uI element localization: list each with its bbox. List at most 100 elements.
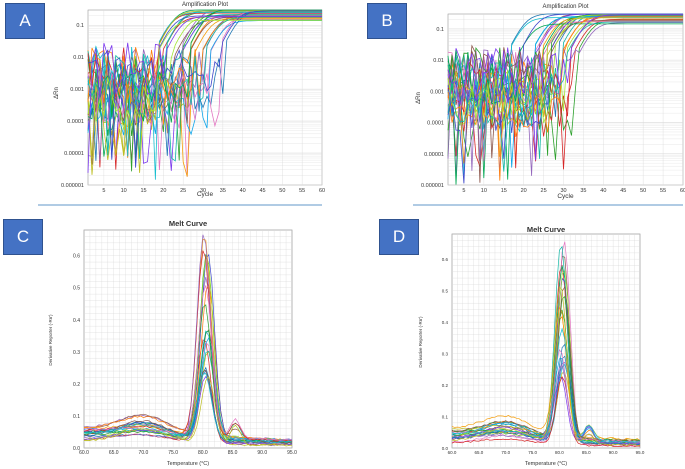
x-tick-label: 10 — [121, 188, 127, 194]
amplification-curve — [87, 19, 322, 130]
melt-curve — [83, 234, 292, 445]
x-tick-label: 20 — [160, 188, 166, 194]
amplification-curve — [447, 14, 683, 161]
y-tick-label: 0.4 — [442, 320, 449, 325]
amplification-curve — [447, 20, 683, 159]
x-tick-label: 95.0 — [636, 450, 645, 455]
amplification-curve — [87, 16, 322, 162]
x-tick-label: 60.0 — [79, 450, 89, 456]
x-tick-label: 85.0 — [582, 450, 591, 455]
y-axis-label: ΔRn — [54, 87, 60, 99]
x-tick-label: 60.0 — [448, 450, 457, 455]
x-tick-label: 30 — [560, 188, 566, 194]
x-axis-label: Temperature (°C) — [525, 461, 567, 467]
x-tick-label: 70.0 — [139, 450, 149, 456]
y-tick-label: 0.2 — [73, 382, 80, 388]
y-axis-label: Derivative Reporter (-Rn') — [418, 316, 423, 368]
x-tick-label: 15 — [140, 188, 146, 194]
y-tick-label: 0.1 — [442, 415, 449, 420]
amplification-curve — [87, 11, 322, 180]
x-tick-label: 70.0 — [501, 450, 510, 455]
x-tick-label: 10 — [481, 188, 487, 194]
y-tick-label: 0.5 — [442, 289, 449, 294]
x-tick-label: 40 — [600, 188, 606, 194]
y-tick-label: 0.0001 — [67, 119, 84, 125]
panel-label-c: C — [3, 219, 43, 255]
amplification-curve — [87, 12, 322, 98]
y-tick-label: 0.2 — [442, 383, 449, 388]
amplification-curve — [87, 9, 322, 159]
amplification-curve — [87, 17, 322, 177]
y-tick-label: 0.00001 — [424, 152, 444, 158]
y-tick-label: 0.3 — [73, 350, 80, 356]
x-tick-label: 85.0 — [228, 450, 238, 456]
chart-title: Amplification Plot — [542, 4, 588, 10]
melt-curve — [83, 304, 293, 444]
amplification-curve — [447, 18, 683, 170]
x-axis-label: Cycle — [557, 193, 574, 200]
amplification-plot-a: Amplification Plot 0.1 0.01 0.001 0.0001 0.00… — [54, 2, 325, 198]
x-tick-label: 55 — [660, 188, 666, 194]
x-axis-label: Temperature (°C) — [167, 461, 209, 467]
melt-curve — [451, 364, 641, 445]
amplification-curve — [447, 13, 683, 184]
amplification-curve — [447, 22, 683, 176]
x-tick-label: 80.0 — [555, 450, 564, 455]
melt-curve — [451, 327, 641, 443]
x-tick-label: 25 — [180, 188, 186, 194]
x-tick-label: 65.0 — [109, 450, 119, 456]
melt-curve — [451, 286, 641, 447]
x-tick-label: 5 — [102, 188, 105, 194]
y-tick-label: 0.5 — [73, 286, 80, 292]
y-tick-label: 0.6 — [442, 257, 449, 262]
y-tick-label: 0.1 — [73, 414, 80, 420]
x-tick-label: 20 — [521, 188, 527, 194]
amplification-curve — [87, 17, 322, 103]
y-tick-label: 0.0 — [442, 446, 449, 451]
x-tick-label: 5 — [462, 188, 465, 194]
plot-area — [87, 9, 323, 186]
x-tick-label: 35 — [580, 188, 586, 194]
melt-curve-plot-d: Melt Curve 0.0 0.1 0.2 0.3 0.4 0.5 0.6 60.0 65.0 7… — [418, 225, 645, 467]
y-tick-label: 0.3 — [442, 352, 449, 357]
x-tick-label: 25 — [541, 188, 547, 194]
x-tick-label: 55 — [299, 188, 305, 194]
x-tick-label: 75.0 — [528, 450, 537, 455]
y-tick-label: 0.0 — [73, 446, 80, 452]
x-tick-label: 45 — [259, 188, 265, 194]
amplification-curve — [447, 23, 683, 105]
x-tick-label: 45 — [620, 188, 626, 194]
y-tick-label: 0.4 — [73, 318, 80, 324]
x-tick-label: 60 — [680, 188, 685, 194]
amplification-curve — [447, 21, 683, 172]
chart-title: Melt Curve — [527, 225, 565, 234]
x-tick-label: 90.0 — [609, 450, 618, 455]
melt-curve — [451, 343, 641, 446]
x-tick-label: 60 — [319, 188, 325, 194]
x-tick-label: 90.0 — [257, 450, 267, 456]
x-tick-label: 50 — [279, 188, 285, 194]
x-axis-label: Cycle — [197, 191, 214, 198]
melt-curve — [83, 373, 293, 444]
y-tick-label: 0.01 — [433, 58, 444, 64]
melt-curve — [451, 306, 641, 441]
y-tick-label: 0.001 — [70, 87, 84, 93]
panel-label-a: A — [5, 3, 45, 39]
amplification-curve — [447, 17, 683, 126]
y-tick-label: 0.00001 — [64, 151, 84, 157]
x-tick-label: 30 — [200, 188, 206, 194]
y-tick-label: 0.1 — [436, 27, 444, 33]
y-tick-label: 0.01 — [73, 55, 84, 61]
x-tick-label: 50 — [640, 188, 646, 194]
amplification-curve — [87, 15, 322, 173]
chart-title: Melt Curve — [169, 219, 207, 228]
amplification-plot-b: Amplification Plot 0.1 0.01 0.001 0.0001 0.00… — [416, 4, 685, 200]
x-tick-label: 40 — [240, 188, 246, 194]
melt-curve-plot-c: Melt Curve 0.0 0.1 0.2 0.3 0.4 0.5 0.6 60.0 65.0 7… — [48, 219, 297, 467]
melt-curve — [83, 375, 293, 446]
y-tick-label: 0.001 — [430, 89, 444, 95]
panel-label-d: D — [379, 219, 419, 255]
y-tick-label: 0.0001 — [427, 121, 444, 127]
amplification-curve — [87, 15, 322, 156]
